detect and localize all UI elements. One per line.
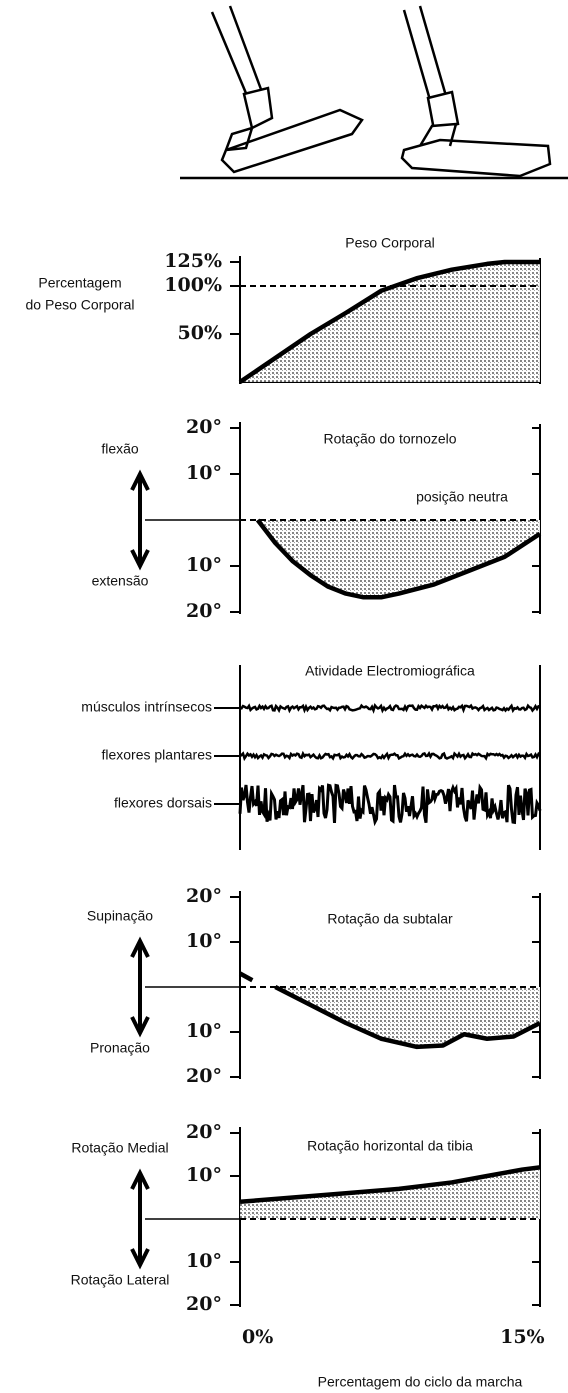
direction-label: flexão (101, 441, 139, 457)
area-fill (257, 520, 540, 598)
foot (400, 122, 552, 178)
leg-rod (210, 5, 264, 99)
y-tick-label: 20° (186, 1065, 222, 1087)
chart-title: Atividade Electromiográfica (305, 663, 475, 679)
y-tick-label: 20° (186, 416, 222, 438)
y-tick-label: 20° (186, 600, 222, 622)
y-tick-label: 20° (186, 1293, 222, 1315)
y-tick-label: 10° (186, 1250, 222, 1272)
x-axis-label: Percentagem do ciclo da marcha (318, 1374, 523, 1390)
y-tick-label: 20° (186, 885, 222, 907)
curve (238, 259, 540, 384)
direction-label: Pronação (90, 1040, 150, 1056)
area-fill (275, 987, 540, 1047)
x-tick-label: 0% (242, 1326, 273, 1348)
y-tick-label: 10° (186, 930, 222, 952)
emg-trace (238, 783, 542, 827)
curve (239, 1165, 541, 1205)
chart-title: Rotação da subtalar (327, 911, 453, 927)
direction-label: Rotação Lateral (71, 1272, 170, 1288)
chart-title: Rotação horizontal da tibia (307, 1138, 473, 1154)
y-tick-label: 10° (186, 1164, 222, 1186)
series-label: flexores plantares (101, 747, 212, 763)
y-tick-label: 10° (186, 1020, 222, 1042)
curve (238, 971, 254, 983)
y-axis-label: Percentagem (38, 275, 121, 291)
emg-trace (239, 702, 541, 714)
curve (255, 518, 542, 600)
ankle (242, 86, 274, 130)
foot-illustration (180, 5, 568, 180)
chart-title: Rotação do tornozelo (323, 431, 456, 447)
area-fill (240, 262, 540, 382)
emg-trace (239, 750, 541, 762)
arrow (130, 469, 150, 571)
direction-label: Supinação (87, 908, 153, 924)
leg-rod (402, 5, 448, 101)
foot (220, 108, 364, 174)
y-tick-label: 20° (186, 1121, 222, 1143)
curve (274, 984, 542, 1050)
direction-label: Rotação Medial (71, 1140, 168, 1156)
series-label: flexores dorsais (114, 795, 212, 811)
y-tick-label: 10° (186, 554, 222, 576)
chart-title: Peso Corporal (345, 235, 435, 251)
arrow (130, 1168, 150, 1270)
arrow (130, 936, 150, 1038)
direction-label: extensão (92, 573, 149, 589)
y-tick-label: 100% (164, 274, 222, 296)
series-label: músculos intrínsecos (81, 699, 212, 715)
y-axis-label: do Peso Corporal (26, 297, 135, 313)
ankle (426, 90, 460, 132)
y-tick-label: 125% (164, 250, 222, 272)
y-tick-label: 50% (178, 322, 223, 344)
reference-label: posição neutra (416, 489, 508, 505)
x-tick-label: 15% (500, 1326, 545, 1348)
y-tick-label: 10° (186, 462, 222, 484)
